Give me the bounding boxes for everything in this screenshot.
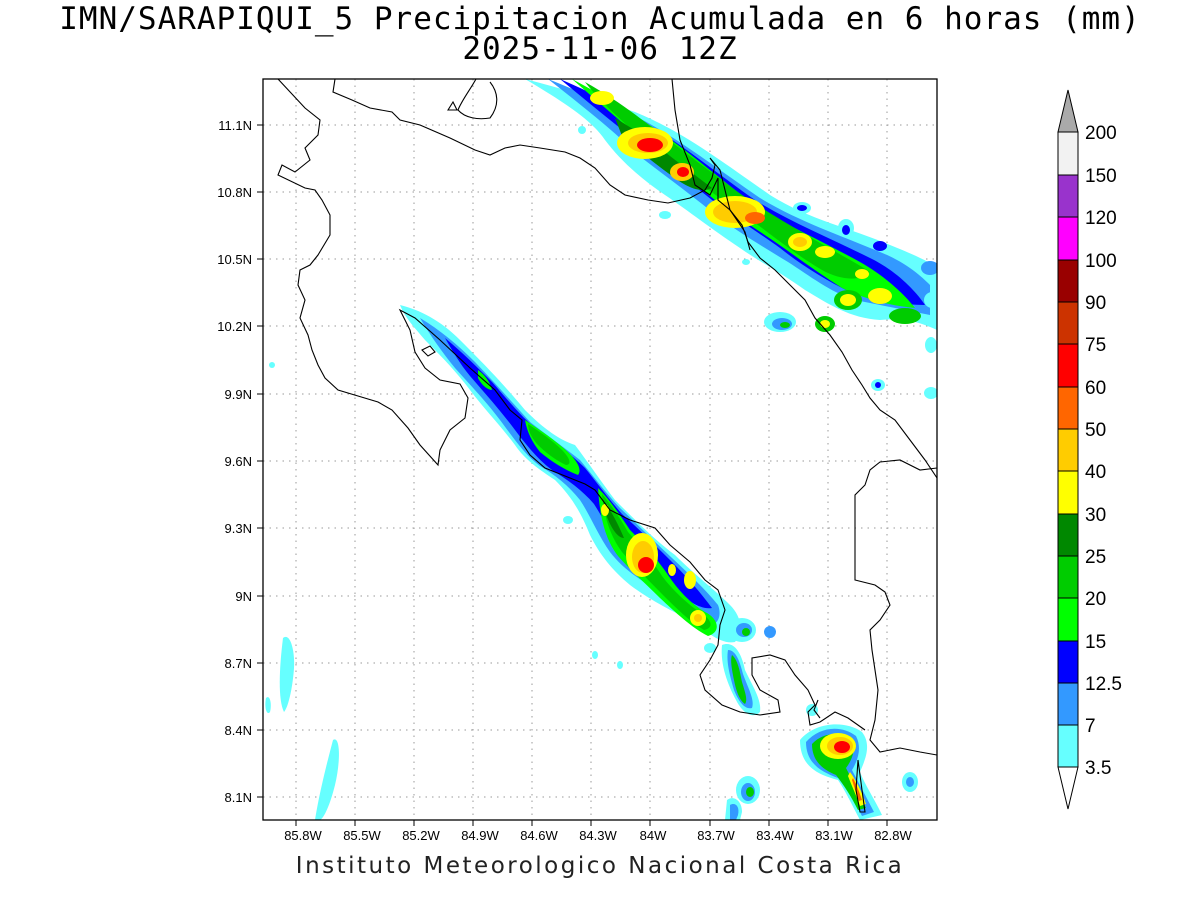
colorbar-swatch: [1057, 470, 1079, 515]
x-tick-label: 83.1W: [815, 828, 853, 843]
y-tick-label: 8.4N: [225, 723, 252, 738]
rain-cell-southeast: [725, 704, 918, 820]
y-tick-label: 10.8N: [217, 185, 252, 200]
x-tick-label: 84.6W: [520, 828, 558, 843]
y-tick-label: 9.3N: [225, 521, 252, 536]
colorbar-label: 15: [1085, 632, 1106, 653]
colorbar-swatch: [1057, 597, 1079, 642]
colorbar: [1057, 89, 1079, 810]
y-tick-label: 8.7N: [225, 656, 252, 671]
y-tick-marks: [257, 124, 263, 798]
map-title: IMN/SARAPIQUI_5 Precipitacion Acumulada …: [59, 1, 1141, 37]
map-grid: [263, 79, 937, 820]
rain-band-north: [525, 79, 937, 399]
coastlines: [277, 79, 937, 813]
colorbar-swatch: [1057, 131, 1079, 176]
colorbar-swatch: [1057, 216, 1079, 261]
colorbar-swatch: [1057, 682, 1079, 726]
y-tick-label: 10.5N: [217, 252, 252, 267]
colorbar-swatch: [1057, 174, 1079, 218]
x-tick-label: 84.9W: [461, 828, 499, 843]
colorbar-min-arrow: [1057, 766, 1079, 810]
footer-credit: Instituto Meteorologico Nacional Costa R…: [295, 853, 905, 879]
colorbar-label: 25: [1085, 547, 1106, 568]
x-tick-marks: [295, 820, 888, 826]
colorbar-label: 60: [1085, 378, 1106, 399]
colorbar-swatch: [1057, 640, 1079, 684]
rain-streaks-pacific: [265, 636, 339, 820]
colorbar-label: 90: [1085, 293, 1106, 314]
rain-band-south: [269, 305, 776, 716]
colorbar-swatch: [1057, 724, 1079, 768]
colorbar-label: 30: [1085, 505, 1106, 526]
colorbar-label: 20: [1085, 589, 1106, 610]
x-tick-label: 83.7W: [697, 828, 735, 843]
x-tick-label: 85.2W: [402, 828, 440, 843]
colorbar-swatch: [1057, 301, 1079, 345]
precipitation-field: [265, 79, 937, 820]
colorbar-label: 120: [1085, 208, 1117, 229]
colorbar-label: 7: [1085, 716, 1096, 737]
colorbar-label: 75: [1085, 335, 1106, 356]
colorbar-label: 50: [1085, 420, 1106, 441]
x-tick-label: 85.5W: [343, 828, 381, 843]
y-tick-label: 8.1N: [225, 790, 252, 805]
colorbar-max-arrow: [1057, 89, 1079, 133]
colorbar-swatch: [1057, 343, 1079, 388]
colorbar-label: 40: [1085, 462, 1106, 483]
y-tick-label: 9.9N: [225, 387, 252, 402]
colorbar-swatch: [1057, 513, 1079, 557]
y-tick-label: 11.1N: [218, 118, 252, 133]
y-tick-label: 10.2N: [217, 319, 252, 334]
x-tick-label: 85.8W: [284, 828, 322, 843]
colorbar-label: 12.5: [1085, 674, 1122, 695]
y-tick-label: 9.6N: [225, 454, 252, 469]
colorbar-labels: 3.5 7 12.5 15 20 25 30 40 50 60 75 90 10…: [1085, 123, 1122, 779]
x-tick-label: 82.8W: [874, 828, 912, 843]
x-tick-label: 83.4W: [756, 828, 794, 843]
x-tick-label: 84W: [640, 828, 667, 843]
colorbar-label: 3.5: [1085, 758, 1111, 779]
map-datetime: 2025-11-06 12Z: [462, 31, 738, 67]
colorbar-swatch: [1057, 555, 1079, 599]
x-tick-label: 84.3W: [579, 828, 617, 843]
colorbar-swatch: [1057, 386, 1079, 430]
colorbar-label: 100: [1085, 251, 1117, 272]
map-frame: [262, 78, 938, 821]
colorbar-swatch: [1057, 259, 1079, 303]
colorbar-swatch: [1057, 428, 1079, 472]
y-tick-label: 9N: [235, 589, 252, 604]
colorbar-label: 150: [1085, 166, 1117, 187]
colorbar-label: 200: [1085, 123, 1117, 144]
